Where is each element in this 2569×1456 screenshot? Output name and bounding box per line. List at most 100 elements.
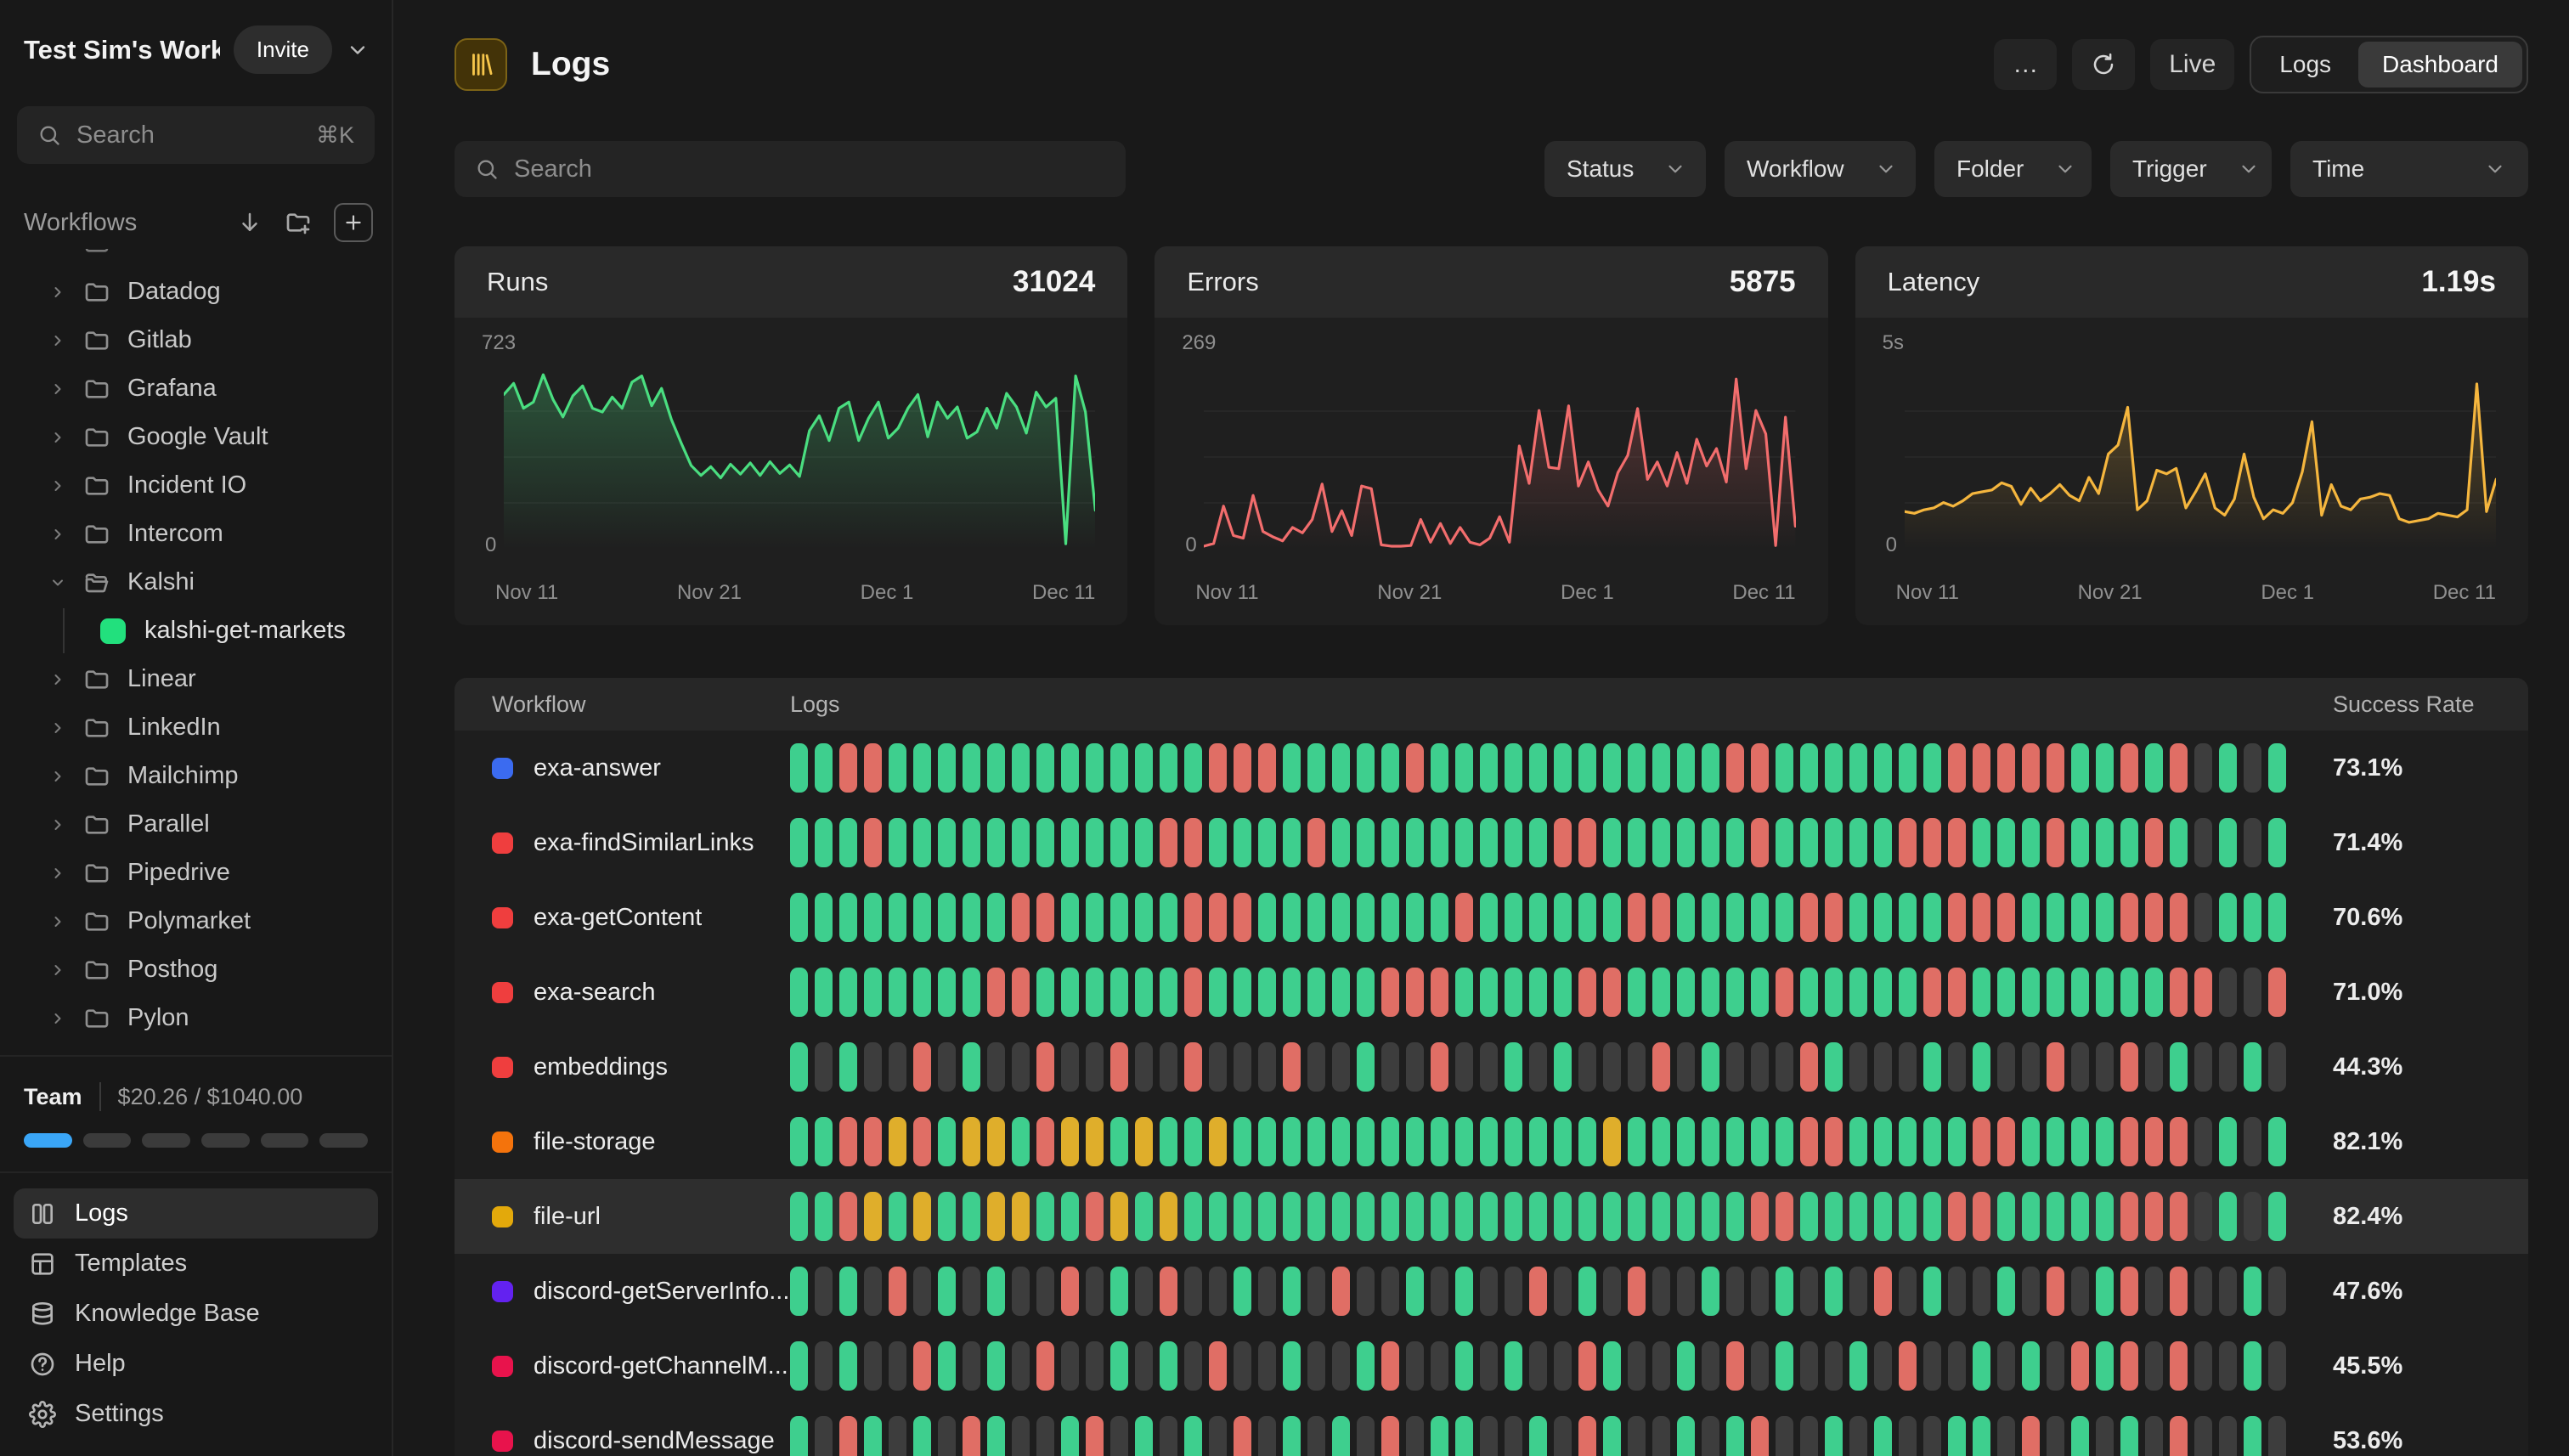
log-bar[interactable] xyxy=(1381,1192,1399,1241)
log-bar[interactable] xyxy=(1307,1416,1325,1456)
log-bar[interactable] xyxy=(889,743,906,793)
log-bar[interactable] xyxy=(1036,1117,1054,1166)
log-bar[interactable] xyxy=(1110,1042,1128,1092)
log-bar[interactable] xyxy=(2047,1117,2064,1166)
log-bar[interactable] xyxy=(1973,968,1990,1017)
log-bar[interactable] xyxy=(1431,743,1448,793)
log-bar[interactable] xyxy=(1677,1416,1695,1456)
log-bar[interactable] xyxy=(1455,1267,1473,1316)
log-bar[interactable] xyxy=(1677,893,1695,942)
log-bar[interactable] xyxy=(938,1192,956,1241)
log-bar[interactable] xyxy=(1578,1341,1596,1391)
log-bar[interactable] xyxy=(1948,743,1966,793)
log-bar[interactable] xyxy=(2096,1117,2114,1166)
log-bar[interactable] xyxy=(1628,893,1646,942)
log-bar[interactable] xyxy=(2145,1192,2163,1241)
log-bar[interactable] xyxy=(963,1117,980,1166)
log-bar[interactable] xyxy=(1948,1117,1966,1166)
log-bar[interactable] xyxy=(1874,968,1892,1017)
log-bar[interactable] xyxy=(2022,1192,2040,1241)
log-bar[interactable] xyxy=(1529,743,1547,793)
log-bar[interactable] xyxy=(1332,1192,1350,1241)
log-bar[interactable] xyxy=(1061,893,1079,942)
table-row[interactable]: discord-getChannelM... 45.5% xyxy=(455,1329,2528,1403)
log-bar[interactable] xyxy=(1948,1416,1966,1456)
log-bar[interactable] xyxy=(1209,893,1227,942)
log-bar[interactable] xyxy=(1283,1192,1301,1241)
log-bar[interactable] xyxy=(2047,743,2064,793)
log-bar[interactable] xyxy=(1307,1192,1325,1241)
log-bar[interactable] xyxy=(1234,968,1251,1017)
log-bar[interactable] xyxy=(1505,1192,1522,1241)
sidebar-folder-parallel[interactable]: Parallel xyxy=(0,800,392,849)
log-bar[interactable] xyxy=(2096,968,2114,1017)
log-bar[interactable] xyxy=(2120,1192,2138,1241)
log-bar[interactable] xyxy=(2244,818,2261,867)
log-bar[interactable] xyxy=(2268,1341,2286,1391)
log-bar[interactable] xyxy=(938,1416,956,1456)
log-bar[interactable] xyxy=(1973,818,1990,867)
log-bar[interactable] xyxy=(1184,1117,1202,1166)
log-bar[interactable] xyxy=(1726,968,1744,1017)
log-bar[interactable] xyxy=(1997,968,2015,1017)
log-bar[interactable] xyxy=(1628,1117,1646,1166)
log-bar[interactable] xyxy=(1135,1341,1153,1391)
log-bar[interactable] xyxy=(1899,968,1917,1017)
log-bar[interactable] xyxy=(1135,743,1153,793)
log-bar[interactable] xyxy=(1406,1416,1424,1456)
log-bar[interactable] xyxy=(1997,1341,2015,1391)
log-bar[interactable] xyxy=(1332,893,1350,942)
log-bar[interactable] xyxy=(1776,1042,1793,1092)
log-bar[interactable] xyxy=(2244,1341,2261,1391)
log-bar[interactable] xyxy=(1332,968,1350,1017)
log-bar[interactable] xyxy=(963,818,980,867)
log-bar[interactable] xyxy=(1997,1416,2015,1456)
log-bar[interactable] xyxy=(864,968,882,1017)
log-bar[interactable] xyxy=(1628,1416,1646,1456)
invite-button[interactable]: Invite xyxy=(233,25,332,74)
log-bar[interactable] xyxy=(1209,1192,1227,1241)
log-bar[interactable] xyxy=(1948,1341,1966,1391)
more-options-button[interactable]: … xyxy=(1994,39,2058,90)
log-bar[interactable] xyxy=(2219,1042,2237,1092)
log-bar[interactable] xyxy=(913,1416,931,1456)
log-bar[interactable] xyxy=(815,1267,833,1316)
log-bar[interactable] xyxy=(1036,1341,1054,1391)
log-bar[interactable] xyxy=(1505,1042,1522,1092)
log-bar[interactable] xyxy=(1899,1117,1917,1166)
log-bar[interactable] xyxy=(1184,818,1202,867)
log-bar[interactable] xyxy=(1751,1117,1769,1166)
log-bar[interactable] xyxy=(2071,1416,2089,1456)
tab-dashboard[interactable]: Dashboard xyxy=(2358,42,2522,87)
log-bar[interactable] xyxy=(1184,1416,1202,1456)
log-bar[interactable] xyxy=(1825,893,1843,942)
log-bar[interactable] xyxy=(1899,743,1917,793)
sidebar-folder-incident-io[interactable]: Incident IO xyxy=(0,461,392,510)
table-row[interactable]: embeddings 44.3% xyxy=(455,1030,2528,1104)
log-bar[interactable] xyxy=(1529,1267,1547,1316)
log-bar[interactable] xyxy=(1677,743,1695,793)
log-bar[interactable] xyxy=(1455,743,1473,793)
log-bar[interactable] xyxy=(1849,1117,1867,1166)
log-bar[interactable] xyxy=(963,1341,980,1391)
log-bar[interactable] xyxy=(1209,1117,1227,1166)
log-bar[interactable] xyxy=(1258,818,1276,867)
log-bar[interactable] xyxy=(1061,1416,1079,1456)
log-bar[interactable] xyxy=(1628,743,1646,793)
log-bar[interactable] xyxy=(1652,893,1670,942)
log-bar[interactable] xyxy=(2071,1192,2089,1241)
log-bar[interactable] xyxy=(1800,818,1818,867)
workspace-chevron-down-icon[interactable] xyxy=(346,38,370,62)
log-bar[interactable] xyxy=(1431,1042,1448,1092)
log-bar[interactable] xyxy=(2096,1192,2114,1241)
log-bar[interactable] xyxy=(1825,743,1843,793)
chevron-right-icon[interactable] xyxy=(49,671,66,688)
log-bar[interactable] xyxy=(938,1341,956,1391)
log-bar[interactable] xyxy=(1135,818,1153,867)
log-bar[interactable] xyxy=(2194,1416,2212,1456)
log-bar[interactable] xyxy=(987,1042,1005,1092)
log-bar[interactable] xyxy=(1554,1267,1572,1316)
log-bar[interactable] xyxy=(1012,1341,1030,1391)
log-bar[interactable] xyxy=(1357,1267,1375,1316)
log-bar[interactable] xyxy=(1480,743,1498,793)
